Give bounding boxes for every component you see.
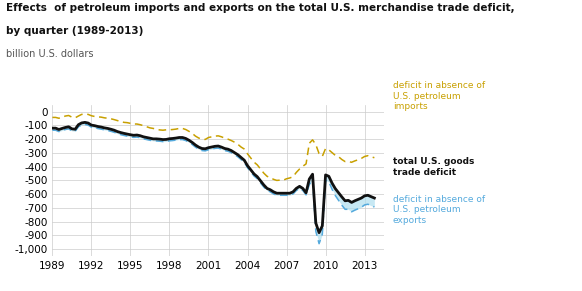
Text: deficit in absence of
U.S. petroleum
imports: deficit in absence of U.S. petroleum imp… bbox=[393, 81, 485, 111]
Text: by quarter (1989-2013): by quarter (1989-2013) bbox=[6, 26, 143, 36]
Text: billion U.S. dollars: billion U.S. dollars bbox=[6, 49, 93, 59]
Text: Effects  of petroleum imports and exports on the total U.S. merchandise trade de: Effects of petroleum imports and exports… bbox=[6, 3, 514, 13]
Text: total U.S. goods
trade deficit: total U.S. goods trade deficit bbox=[393, 157, 474, 177]
Text: deficit in absence of
U.S. petroleum
exports: deficit in absence of U.S. petroleum exp… bbox=[393, 195, 485, 225]
